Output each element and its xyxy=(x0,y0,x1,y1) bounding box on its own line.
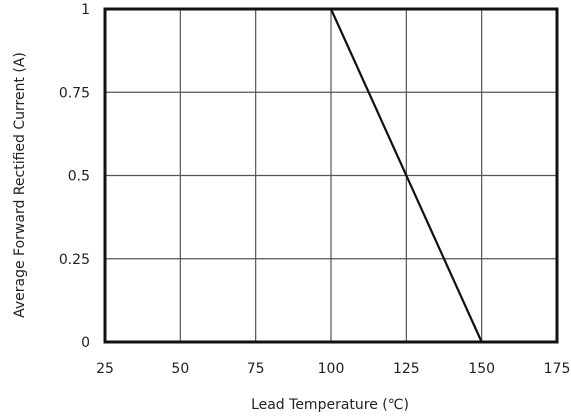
grid-lines xyxy=(104,8,558,343)
y-axis-label: Average Forward Rectified Current (A) xyxy=(12,52,28,318)
x-tick-label: 75 xyxy=(247,361,265,377)
y-tick-label: 0.75 xyxy=(59,85,90,101)
y-tick-label: 0.25 xyxy=(59,252,90,268)
y-tick-labels: 0 0.25 0.5 0.75 1 xyxy=(59,2,90,351)
x-tick-label: 50 xyxy=(171,361,189,377)
y-tick-label: 0 xyxy=(81,335,90,351)
x-tick-label: 150 xyxy=(468,361,495,377)
x-tick-label: 125 xyxy=(393,361,420,377)
y-tick-label: 0.5 xyxy=(68,169,90,185)
x-axis-label: Lead Temperature (℃) xyxy=(251,397,409,413)
y-tick-label: 1 xyxy=(81,2,90,18)
plot-frame xyxy=(103,7,559,344)
x-tick-label: 175 xyxy=(544,361,571,377)
x-tick-labels: 25 50 75 100 125 150 175 xyxy=(96,361,570,377)
x-tick-label: 100 xyxy=(318,361,345,377)
x-tick-label: 25 xyxy=(96,361,114,377)
